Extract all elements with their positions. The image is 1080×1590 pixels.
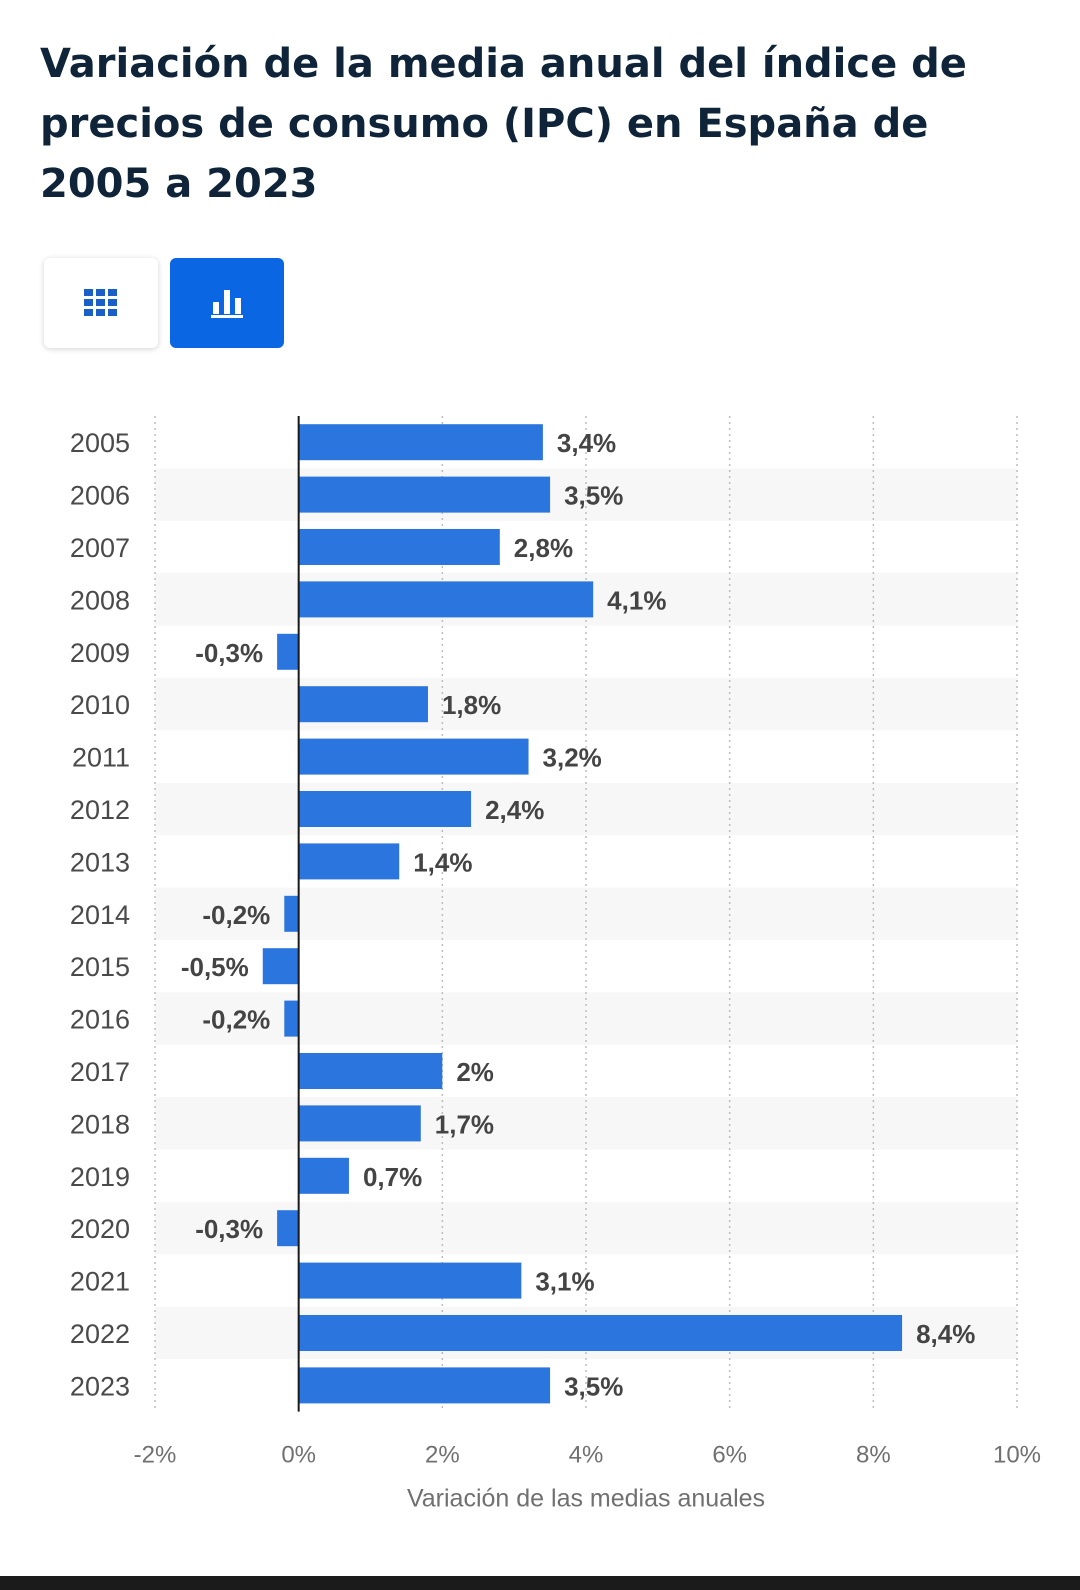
bar <box>284 895 299 932</box>
bar <box>298 581 594 618</box>
bar <box>262 948 299 985</box>
value-label: 3,2% <box>543 743 602 773</box>
value-label: 1,4% <box>413 847 472 877</box>
value-label: -0,3% <box>195 1214 263 1244</box>
category-label: 2011 <box>72 743 130 773</box>
category-label: 2013 <box>70 847 130 877</box>
bar <box>298 738 529 775</box>
category-label: 2012 <box>70 795 130 825</box>
table-view-button[interactable] <box>44 258 158 348</box>
category-label: 2010 <box>70 690 130 720</box>
bar <box>298 424 543 461</box>
value-label: 2,4% <box>485 795 544 825</box>
value-label: 8,4% <box>916 1319 975 1349</box>
bar <box>298 1262 522 1299</box>
value-label: 2,8% <box>514 533 573 563</box>
bar-chart: 2005 3,4% 2006 3,5% 2007 2,8% 2008 4,1% 2009 -0,3… <box>70 416 1041 1510</box>
value-label: 3,4% <box>557 428 616 458</box>
value-label: 1,7% <box>435 1109 494 1139</box>
bar <box>298 1315 903 1351</box>
value-label: -0,2% <box>202 1005 270 1035</box>
bar <box>298 529 500 565</box>
category-label: 2021 <box>70 1267 130 1297</box>
value-label: 2% <box>456 1057 494 1087</box>
bar <box>298 1367 551 1404</box>
value-label: -0,3% <box>195 638 263 668</box>
category-label: 2016 <box>70 1005 130 1035</box>
bottom-edge-bar <box>0 1576 1080 1590</box>
bar <box>277 1210 299 1247</box>
category-label: 2006 <box>70 481 130 511</box>
x-axis-title: Variación de las medias anuales <box>407 1485 765 1510</box>
x-tick-label: 2% <box>425 1442 460 1469</box>
category-label: 2019 <box>70 1162 130 1192</box>
category-label: 2005 <box>70 428 130 458</box>
category-label: 2008 <box>70 585 130 615</box>
bar <box>298 791 472 827</box>
bar <box>298 1157 349 1194</box>
bar <box>284 1000 299 1037</box>
row-stripe <box>155 782 1017 836</box>
category-label: 2022 <box>70 1319 130 1349</box>
bar <box>298 1105 421 1142</box>
x-tick-label: -2% <box>134 1442 177 1469</box>
x-tick-label: 4% <box>569 1442 604 1469</box>
bar <box>298 686 428 723</box>
value-label: 1,8% <box>442 690 501 720</box>
value-label: -0,2% <box>202 900 270 930</box>
bar <box>298 1053 443 1089</box>
x-tick-label: 8% <box>856 1442 891 1469</box>
x-tick-label: 0% <box>281 1442 316 1469</box>
bar <box>298 843 400 880</box>
grid-icon <box>84 289 117 316</box>
value-label: 4,1% <box>607 585 666 615</box>
value-label: -0,5% <box>181 952 249 982</box>
x-tick-label: 10% <box>993 1442 1041 1469</box>
page-title: Variación de la media anual del índice d… <box>40 41 967 207</box>
value-label: 3,5% <box>564 481 623 511</box>
category-label: 2018 <box>70 1109 130 1139</box>
bar <box>298 476 551 513</box>
category-label: 2020 <box>70 1214 130 1244</box>
x-tick-label: 6% <box>712 1442 747 1469</box>
category-label: 2015 <box>70 952 130 982</box>
category-label: 2023 <box>70 1371 130 1401</box>
category-label: 2009 <box>70 638 130 668</box>
value-label: 0,7% <box>363 1162 422 1192</box>
value-label: 3,1% <box>535 1267 594 1297</box>
bar <box>277 633 299 670</box>
value-label: 3,5% <box>564 1371 623 1401</box>
row-stripe <box>155 1097 1017 1150</box>
category-label: 2014 <box>70 900 130 930</box>
bar-chart-icon <box>211 290 243 318</box>
category-label: 2017 <box>70 1057 130 1087</box>
category-label: 2007 <box>70 533 130 563</box>
chart-view-button[interactable] <box>170 258 284 348</box>
